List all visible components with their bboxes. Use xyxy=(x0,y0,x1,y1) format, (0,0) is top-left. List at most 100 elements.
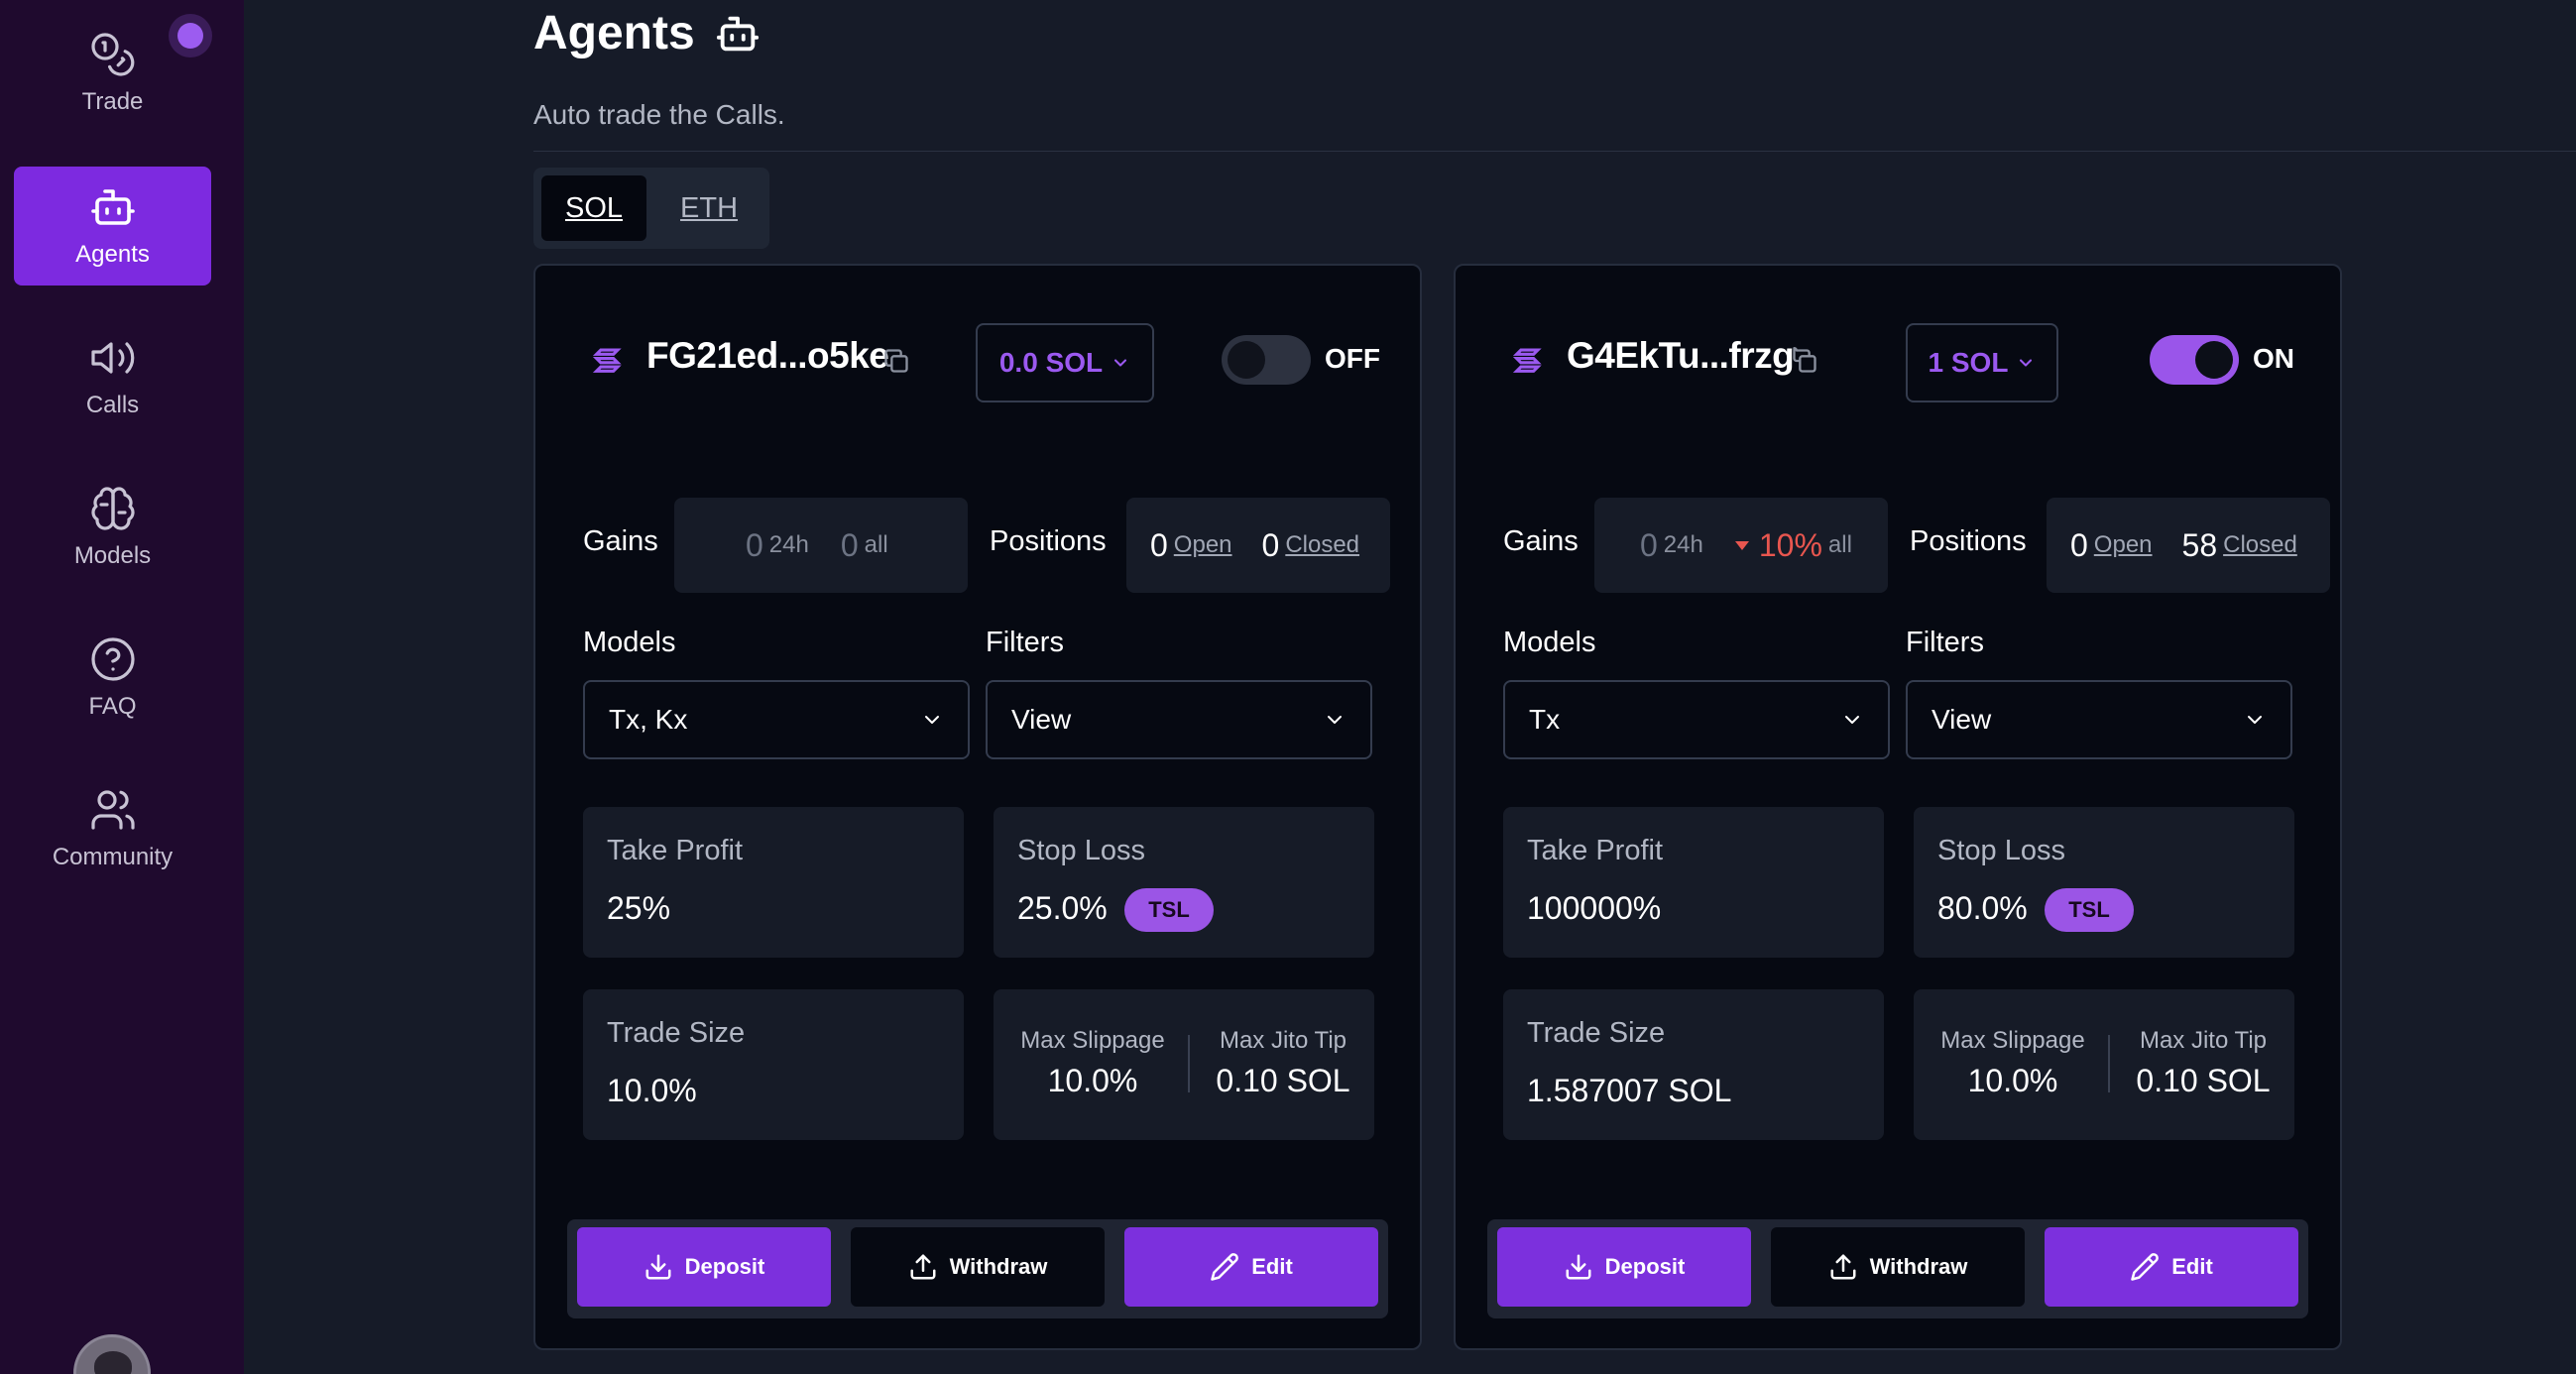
closed-positions-link[interactable]: Closed xyxy=(1285,531,1360,558)
open-count: 0 xyxy=(2070,526,2088,563)
positions-label: Positions xyxy=(990,525,1107,557)
speaker-icon xyxy=(90,342,134,374)
positions-label: Positions xyxy=(1910,525,2027,557)
robot-icon xyxy=(716,16,759,51)
deposit-button[interactable]: Deposit xyxy=(1497,1227,1751,1307)
filters-label: Filters xyxy=(1906,627,1984,658)
gains-label: Gains xyxy=(583,525,658,557)
open-positions-link[interactable]: Open xyxy=(1173,531,1232,558)
solana-icon xyxy=(592,348,622,373)
withdraw-label: Withdraw xyxy=(949,1254,1048,1279)
sidebar-item-label: Models xyxy=(73,542,152,569)
gains-all-value: 10% xyxy=(1758,526,1822,563)
take-profit-label: Take Profit xyxy=(607,835,743,866)
closed-count: 58 xyxy=(2181,526,2218,563)
stop-loss-value: 80.0% xyxy=(1937,890,2028,926)
gains-24h-value: 0 xyxy=(1640,526,1658,563)
models-select[interactable]: Tx, Kx xyxy=(583,680,970,759)
positions-box: 0 Open 58 Closed xyxy=(2047,498,2330,593)
chevron-down-icon xyxy=(1328,716,1342,724)
toggle-knob xyxy=(2195,341,2233,379)
trade-size-label: Trade Size xyxy=(607,1017,746,1049)
max-slippage-label: Max Slippage xyxy=(1020,1027,1165,1054)
sidebar-item-label: Calls xyxy=(85,392,140,418)
take-profit-value: 25% xyxy=(607,890,671,926)
gains-24h-value: 0 xyxy=(746,526,763,563)
help-icon xyxy=(90,637,135,681)
edit-button[interactable]: Edit xyxy=(1124,1227,1378,1307)
coins-icon xyxy=(90,33,134,76)
withdraw-label: Withdraw xyxy=(1869,1254,1968,1279)
sol-amount-select[interactable]: 0.0 SOL xyxy=(976,323,1154,402)
status-indicator[interactable] xyxy=(169,14,212,57)
chevron-down-icon xyxy=(2020,359,2033,367)
sol-amount-value: 1 SOL xyxy=(1928,347,2009,378)
toggle-state-label: OFF xyxy=(1325,343,1380,374)
agent-toggle[interactable] xyxy=(1222,335,1311,385)
positions-box: 0 Open 0 Closed xyxy=(1126,498,1390,593)
closed-positions-link[interactable]: Closed xyxy=(2223,531,2297,558)
sidebar-item-calls[interactable]: Calls xyxy=(14,317,211,436)
max-jito-label: Max Jito Tip xyxy=(1219,1027,1347,1054)
max-slippage-label: Max Slippage xyxy=(1940,1027,2085,1054)
chevron-down-icon xyxy=(2248,716,2262,724)
max-jito-value: 0.10 SOL xyxy=(2136,1063,2271,1098)
max-slippage: Max Slippage 10.0% xyxy=(1933,1027,2092,1099)
max-jito-label: Max Jito Tip xyxy=(2139,1027,2268,1054)
agent-toggle[interactable] xyxy=(2150,335,2239,385)
slippage-jito-box: Max Slippage 10.0% Max Jito Tip 0.10 SOL xyxy=(994,989,1374,1140)
divider xyxy=(2108,1035,2110,1092)
trade-size-box: Trade Size 10.0% xyxy=(583,989,964,1140)
trade-size-label: Trade Size xyxy=(1527,1017,1666,1049)
down-triangle-icon xyxy=(1734,540,1749,550)
sidebar-item-label: FAQ xyxy=(88,693,137,720)
download-icon xyxy=(645,1254,671,1280)
max-slippage-value: 10.0% xyxy=(1047,1063,1138,1098)
edit-button[interactable]: Edit xyxy=(2045,1227,2298,1307)
upload-icon xyxy=(1830,1254,1856,1280)
filters-label: Filters xyxy=(986,627,1064,658)
withdraw-button[interactable]: Withdraw xyxy=(851,1227,1105,1307)
sidebar-item-community[interactable]: Community xyxy=(14,769,211,888)
action-bar: Deposit Withdraw Edit xyxy=(1487,1219,2308,1318)
sidebar-item-faq[interactable]: FAQ xyxy=(14,619,211,738)
chain-tabs: SOL ETH xyxy=(533,168,769,249)
copy-icon[interactable] xyxy=(882,347,910,375)
toggle-state-label: ON xyxy=(2253,343,2294,374)
chevron-down-icon xyxy=(1114,359,1127,367)
sidebar-item-agents[interactable]: Agents xyxy=(14,167,211,286)
brain-icon xyxy=(90,487,135,530)
filters-select-value: View xyxy=(1011,704,1072,735)
deposit-label: Deposit xyxy=(1604,1254,1686,1279)
open-positions-link[interactable]: Open xyxy=(2093,531,2153,558)
sidebar-item-models[interactable]: Models xyxy=(14,468,211,587)
models-select[interactable]: Tx xyxy=(1503,680,1890,759)
sidebar-item-label: Community xyxy=(52,844,174,870)
avatar[interactable] xyxy=(73,1334,151,1374)
sol-amount-select[interactable]: 1 SOL xyxy=(1906,323,2058,402)
pencil-icon xyxy=(2131,1253,2160,1281)
take-profit-box: Take Profit 100000% xyxy=(1503,807,1884,958)
take-profit-box: Take Profit 25% xyxy=(583,807,964,958)
toggle-knob xyxy=(1228,341,1265,379)
filters-select[interactable]: View xyxy=(986,680,1372,759)
max-slippage-value: 10.0% xyxy=(1967,1063,2058,1098)
solana-icon xyxy=(1512,348,1542,373)
withdraw-button[interactable]: Withdraw xyxy=(1771,1227,2025,1307)
sidebar-item-label: Trade xyxy=(81,88,144,115)
tab-sol[interactable]: SOL xyxy=(541,175,647,241)
stop-loss-label: Stop Loss xyxy=(1937,835,2065,866)
edit-label: Edit xyxy=(2171,1254,2213,1279)
deposit-button[interactable]: Deposit xyxy=(577,1227,831,1307)
copy-icon[interactable] xyxy=(1791,347,1818,375)
trade-size-value: 1.587007 SOL xyxy=(1527,1073,1732,1108)
gains-label: Gains xyxy=(1503,525,1579,557)
users-icon xyxy=(90,790,135,830)
sidebar-item-trade[interactable]: Trade xyxy=(14,14,211,133)
stop-loss-label: Stop Loss xyxy=(1017,835,1145,866)
filters-select[interactable]: View xyxy=(1906,680,2292,759)
page-title: Agents xyxy=(533,6,761,60)
open-count: 0 xyxy=(1150,526,1168,563)
tab-eth[interactable]: ETH xyxy=(680,191,739,224)
trade-size-value: 10.0% xyxy=(607,1073,697,1108)
